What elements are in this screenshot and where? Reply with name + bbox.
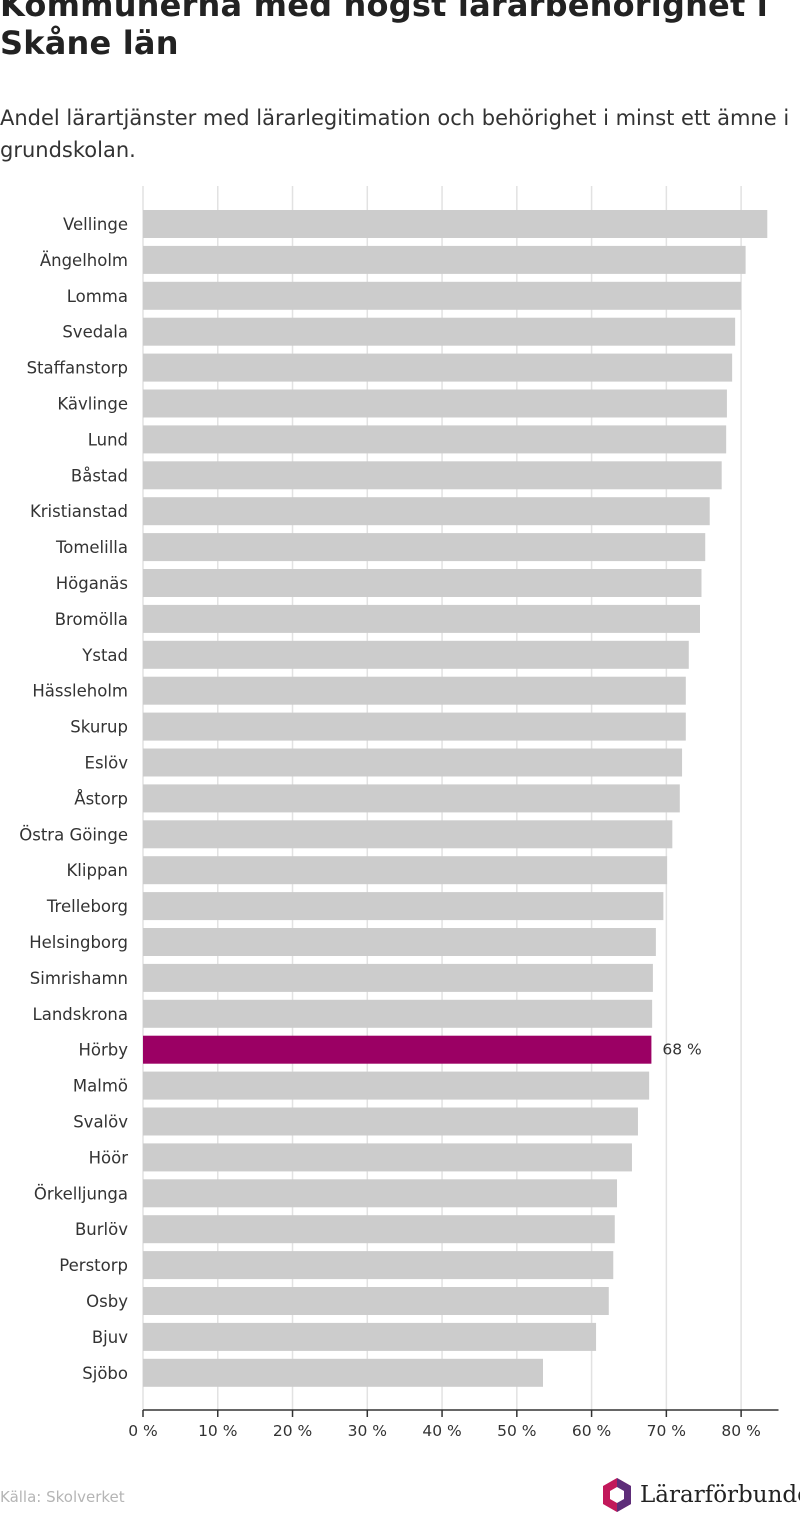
category-label: Östra Göinge bbox=[19, 825, 128, 844]
bar bbox=[143, 928, 656, 956]
bar bbox=[143, 748, 683, 777]
x-tick-label: 60 % bbox=[572, 1422, 611, 1440]
category-label: Simrishamn bbox=[30, 969, 128, 988]
category-label: Burlöv bbox=[75, 1220, 128, 1239]
bar bbox=[143, 281, 742, 310]
x-tick-label: 10 % bbox=[198, 1422, 237, 1440]
category-label: Örkelljunga bbox=[34, 1184, 128, 1203]
category-label: Båstad bbox=[71, 466, 128, 485]
bar bbox=[143, 1358, 543, 1387]
category-label: Klippan bbox=[66, 861, 128, 880]
category-label: Bromölla bbox=[55, 610, 128, 629]
brand-logo: Lärarförbundet bbox=[602, 1476, 800, 1514]
bar bbox=[143, 533, 706, 562]
category-label: Tomelilla bbox=[55, 538, 128, 557]
bar bbox=[143, 856, 668, 885]
x-tick-label: 70 % bbox=[647, 1422, 686, 1440]
bar bbox=[143, 820, 673, 849]
bar bbox=[143, 1107, 638, 1136]
category-label: Åstorp bbox=[74, 789, 128, 808]
bar bbox=[143, 640, 689, 669]
chart-subtitle: Andel lärartjänster med lärarlegitimatio… bbox=[0, 106, 790, 162]
category-label: Hässleholm bbox=[32, 682, 128, 701]
x-tick-label: 50 % bbox=[497, 1422, 536, 1440]
category-label: Lund bbox=[88, 430, 128, 449]
bar bbox=[143, 784, 680, 813]
hexagon-logo-icon bbox=[603, 1478, 631, 1512]
category-label: Lomma bbox=[67, 287, 128, 306]
bar bbox=[143, 999, 653, 1028]
bar bbox=[143, 461, 722, 490]
category-label: Eslöv bbox=[85, 754, 129, 773]
bar bbox=[143, 1035, 652, 1064]
category-label: Helsingborg bbox=[29, 933, 128, 952]
source-note: Källa: Skolverket bbox=[0, 1488, 125, 1506]
logo-text: Lärarförbundet bbox=[640, 1482, 800, 1508]
data-label: 68 % bbox=[662, 1041, 701, 1059]
bar bbox=[143, 963, 653, 992]
chart-title: Kommunerna med högst lärarbehörighet i S… bbox=[0, 0, 768, 62]
category-label: Perstorp bbox=[59, 1256, 128, 1275]
category-label: Skurup bbox=[70, 718, 128, 737]
category-label: Svedala bbox=[62, 323, 128, 342]
category-label: Ängelholm bbox=[40, 251, 128, 270]
category-label: Svalöv bbox=[73, 1113, 128, 1132]
bar bbox=[143, 210, 768, 238]
category-label: Landskrona bbox=[33, 1005, 128, 1024]
bar bbox=[143, 389, 727, 418]
bar bbox=[143, 1251, 614, 1280]
category-label: Ystad bbox=[81, 646, 128, 665]
bar bbox=[143, 712, 686, 741]
category-label: Sjöbo bbox=[82, 1364, 128, 1383]
category-label: Staffanstorp bbox=[27, 359, 128, 378]
x-tick-label: 40 % bbox=[422, 1422, 461, 1440]
x-tick-label: 80 % bbox=[721, 1422, 760, 1440]
bar bbox=[143, 245, 746, 274]
category-label: Kristianstad bbox=[30, 502, 128, 521]
category-label: Osby bbox=[86, 1292, 128, 1311]
category-label: Höör bbox=[89, 1148, 129, 1167]
bar bbox=[143, 1215, 615, 1244]
bar bbox=[143, 604, 700, 633]
bar bbox=[143, 676, 686, 705]
bar bbox=[143, 425, 727, 454]
category-label: Höganäs bbox=[56, 574, 128, 593]
x-tick-label: 30 % bbox=[348, 1422, 387, 1440]
category-label: Vellinge bbox=[63, 215, 128, 234]
category-label: Bjuv bbox=[92, 1328, 128, 1347]
bar bbox=[143, 353, 733, 382]
bar bbox=[143, 1322, 597, 1351]
bar bbox=[143, 1287, 609, 1315]
category-label: Hörby bbox=[78, 1041, 128, 1060]
bar bbox=[143, 569, 702, 597]
x-tick-label: 20 % bbox=[273, 1422, 312, 1440]
category-label: Kävlinge bbox=[57, 395, 128, 414]
bar bbox=[143, 317, 736, 346]
bar bbox=[143, 1143, 632, 1172]
bar bbox=[143, 1179, 618, 1208]
category-label: Malmö bbox=[73, 1077, 128, 1096]
bar bbox=[143, 497, 710, 526]
bar bbox=[143, 1071, 650, 1100]
bar bbox=[143, 892, 664, 921]
x-tick-label: 0 % bbox=[128, 1422, 158, 1440]
category-label: Trelleborg bbox=[46, 897, 128, 916]
